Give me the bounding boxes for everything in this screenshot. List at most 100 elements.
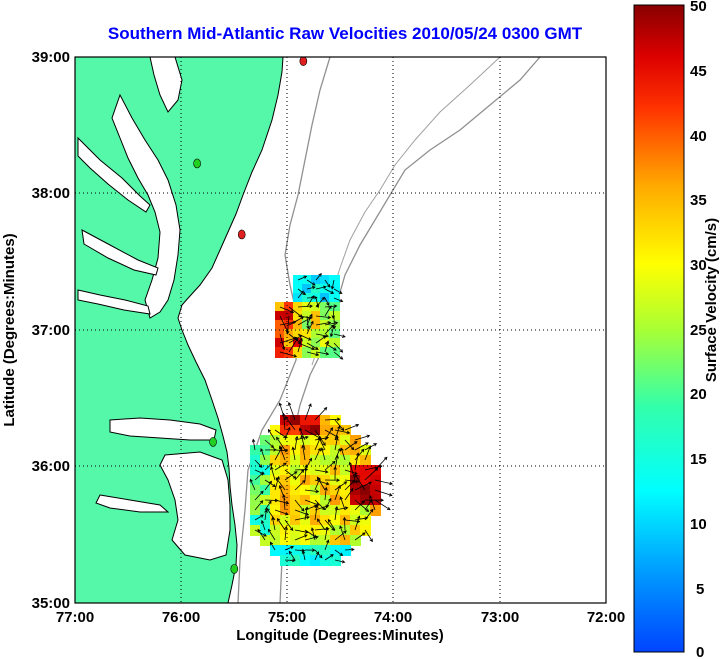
velocity-arrow (334, 549, 344, 556)
colorbar-tick-label: 45 (690, 63, 707, 80)
velocity-arrow (333, 288, 343, 294)
velocity-arrow (374, 456, 388, 471)
velocity-cell (284, 347, 295, 358)
velocity-arrow (276, 436, 286, 451)
velocity-cell (260, 455, 271, 466)
velocity-cell (350, 475, 361, 486)
velocity-cell (302, 320, 313, 331)
map-title: Southern Mid-Atlantic Raw Velocities 201… (108, 24, 583, 43)
velocity-cell (360, 495, 371, 506)
velocity-arrow (354, 473, 366, 491)
velocity-arrow (315, 296, 326, 308)
velocity-cell (250, 475, 261, 486)
velocity-arrow (306, 315, 310, 330)
velocity-cell (320, 329, 331, 340)
velocity-cell (311, 275, 322, 286)
velocity-cell (300, 455, 311, 466)
velocity-cell (320, 347, 331, 358)
velocity-arrow (288, 550, 296, 561)
velocity-arrow (297, 337, 303, 353)
velocity-cell (310, 555, 321, 566)
velocity-arrow (324, 279, 331, 288)
velocity-arrow (354, 434, 371, 441)
velocity-arrow (294, 499, 305, 512)
velocity-cell (270, 485, 281, 496)
velocity-arrow (324, 486, 328, 501)
velocity-arrow (364, 467, 379, 481)
velocity-arrow (354, 500, 366, 511)
velocity-arrow (324, 340, 330, 353)
velocity-cell (330, 485, 341, 496)
velocity-cell (250, 485, 261, 496)
velocity-cell (290, 545, 301, 556)
velocity-arrow (334, 447, 341, 461)
velocity-arrow (278, 445, 286, 461)
velocity-cell (280, 435, 291, 446)
velocity-cell (310, 525, 321, 536)
velocity-arrow (340, 447, 346, 461)
velocity-arrow (333, 342, 344, 353)
velocity-cell (284, 311, 295, 322)
velocity-cell (311, 284, 322, 295)
colorbar-tick-label: 15 (690, 451, 707, 468)
velocity-cell (320, 485, 331, 496)
velocity-cell (340, 495, 351, 506)
velocity-arrow (288, 316, 305, 326)
velocity-cell (320, 535, 331, 546)
velocity-arrow (264, 463, 273, 471)
velocity-cell (330, 435, 341, 446)
velocity-arrow (314, 447, 321, 461)
radar-station-marker (237, 229, 246, 240)
velocity-arrow (301, 444, 306, 461)
velocity-cell (260, 535, 271, 546)
velocity-cell (310, 505, 321, 516)
velocity-arrow (314, 551, 320, 561)
velocity-arrow (334, 425, 341, 441)
colorbar-gradient (633, 4, 685, 653)
y-tick-label: 38:00 (32, 185, 70, 202)
velocity-cell (310, 465, 321, 476)
velocity-cell (320, 435, 331, 446)
velocity-arrow (344, 487, 354, 501)
velocity-arrow (354, 448, 365, 461)
velocity-arrow (306, 342, 319, 350)
velocity-arrow (334, 505, 339, 521)
velocity-arrow (304, 548, 316, 552)
velocity-arrow (344, 423, 360, 431)
velocity-cell (260, 465, 271, 476)
velocity-arrow (324, 460, 336, 471)
colorbar-tick-label: 50 (690, 0, 707, 15)
colorbar-tick-label: 20 (690, 386, 707, 403)
velocity-arrow (334, 506, 349, 511)
velocity-cell (300, 555, 311, 566)
velocity-arrow (297, 275, 308, 281)
velocity-cell (300, 515, 311, 526)
velocity-cell (350, 535, 361, 546)
velocity-arrow (304, 506, 309, 521)
velocity-arrow (320, 447, 326, 461)
velocity-arrow (304, 535, 319, 541)
velocity-arrow (333, 351, 344, 360)
velocity-arrow (327, 518, 336, 531)
velocity-arrow (274, 462, 287, 471)
colorbar-tick-label: 10 (690, 516, 707, 533)
x-tick-label: 72:00 (587, 609, 625, 626)
x-axis-label: Longitude (Degrees:Minutes) (236, 627, 444, 644)
velocity-arrow (306, 351, 320, 357)
velocity-cell (320, 415, 331, 426)
velocity-arrow (294, 469, 305, 481)
velocity-cell (290, 465, 301, 476)
velocity-cell (290, 475, 301, 486)
velocity-arrow (315, 335, 327, 344)
velocity-arrow (294, 435, 299, 451)
velocity-field (249, 272, 394, 566)
velocity-arrow (306, 313, 313, 326)
velocity-arrow (316, 476, 326, 491)
velocity-arrow (249, 478, 256, 491)
velocity-arrow (354, 515, 361, 531)
velocity-cell (320, 445, 331, 456)
velocity-cell (311, 311, 322, 322)
x-tick-label: 76:00 (162, 609, 200, 626)
velocity-arrow (364, 464, 383, 471)
radar-station-marker (230, 564, 239, 574)
